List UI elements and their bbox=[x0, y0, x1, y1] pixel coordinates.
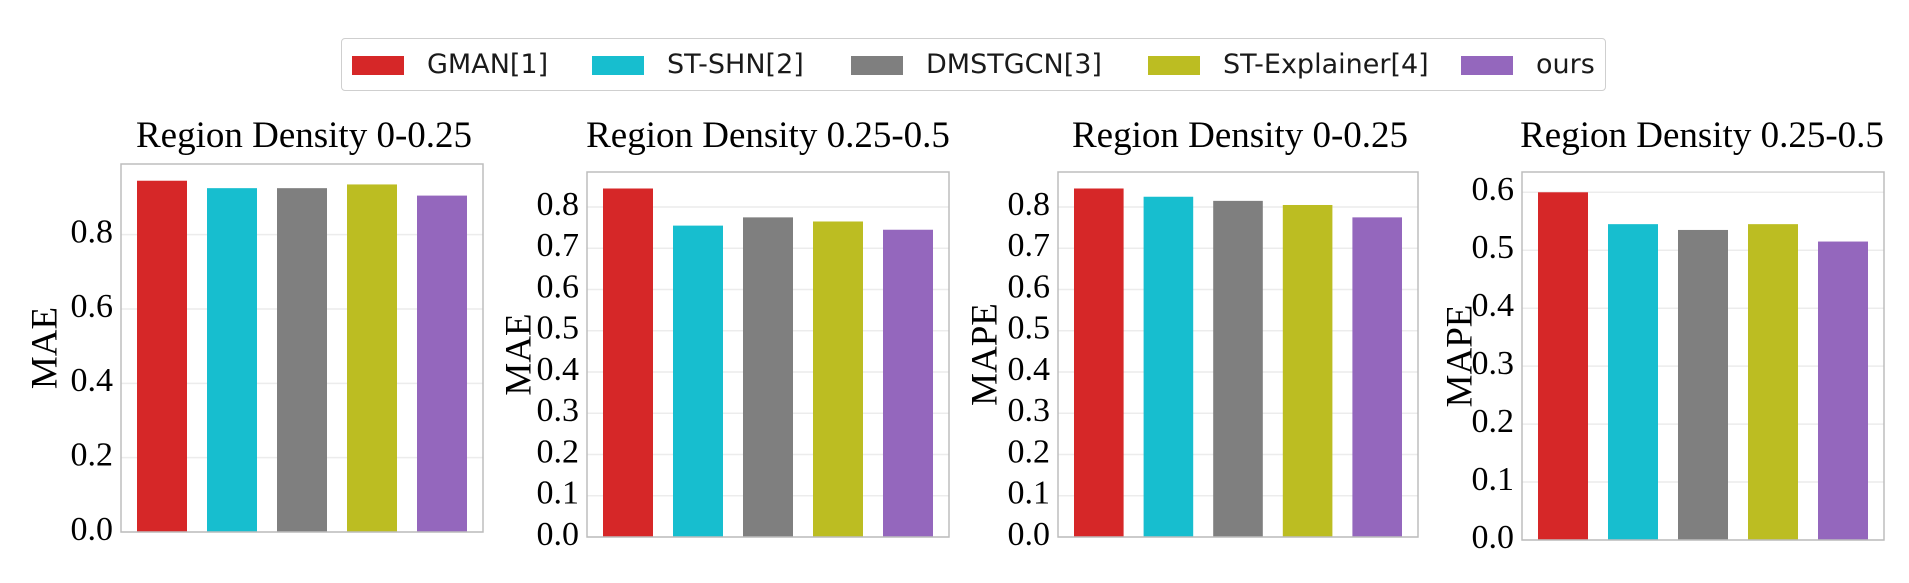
y-tick-label: 0.0 bbox=[71, 511, 114, 548]
y-tick-label: 0.1 bbox=[1008, 475, 1051, 512]
y-tick-label: 0.8 bbox=[537, 186, 580, 223]
bar bbox=[673, 225, 723, 537]
chart-title: Region Density 0.25-0.5 bbox=[586, 115, 950, 156]
bar bbox=[1748, 224, 1798, 541]
bar bbox=[1282, 204, 1333, 537]
y-tick-label: 0.4 bbox=[1008, 351, 1051, 388]
y-tick-label: 0.6 bbox=[537, 268, 580, 305]
plot-frame bbox=[120, 163, 484, 533]
legend-label: ours bbox=[1536, 49, 1595, 80]
legend-swatch bbox=[1461, 56, 1513, 75]
bar bbox=[1352, 217, 1402, 537]
chart-title: Region Density 0-0.25 bbox=[136, 115, 472, 156]
bar bbox=[1074, 188, 1124, 537]
chart-panel: 0.0 0.2 0.4 0.6 0.8 Region Density 0-0.25 MAE bbox=[24, 115, 484, 548]
bar bbox=[1213, 200, 1263, 537]
plot-frame bbox=[1521, 171, 1885, 541]
bar bbox=[883, 229, 933, 537]
legend-swatch bbox=[592, 56, 644, 75]
bar bbox=[1143, 196, 1194, 537]
y-tick-label: 0.8 bbox=[71, 213, 114, 250]
y-axis-label: MAE bbox=[24, 307, 65, 389]
y-tick-label: 0.2 bbox=[1472, 403, 1515, 440]
y-tick-label: 0.5 bbox=[1472, 229, 1515, 266]
bar bbox=[1818, 241, 1868, 540]
chart-title: Region Density 0-0.25 bbox=[1072, 115, 1408, 156]
y-tick-label: 0.6 bbox=[1008, 268, 1051, 305]
legend-swatch bbox=[1148, 56, 1200, 75]
bar bbox=[207, 188, 257, 532]
y-tick-label: 0.7 bbox=[1008, 227, 1051, 264]
bar bbox=[277, 188, 327, 532]
bar bbox=[743, 217, 793, 537]
plot-frame bbox=[586, 171, 950, 538]
plot-frame bbox=[1057, 171, 1419, 538]
bar bbox=[603, 188, 653, 537]
y-tick-label: 0.6 bbox=[71, 288, 114, 325]
y-tick-label: 0.0 bbox=[1008, 516, 1051, 553]
bar bbox=[1538, 192, 1588, 541]
legend-label: GMAN[1] bbox=[427, 49, 549, 80]
bar bbox=[1608, 224, 1658, 541]
legend-swatch bbox=[352, 56, 404, 75]
y-tick-label: 0.7 bbox=[537, 227, 580, 264]
y-tick-label: 0.5 bbox=[537, 310, 580, 347]
y-tick-label: 0.1 bbox=[1472, 461, 1515, 498]
y-tick-label: 0.1 bbox=[537, 475, 580, 512]
y-tick-label: 0.5 bbox=[1008, 310, 1051, 347]
y-tick-label: 0.0 bbox=[537, 516, 580, 553]
legend-swatch bbox=[851, 56, 903, 75]
y-tick-label: 0.2 bbox=[1008, 433, 1051, 470]
bar bbox=[417, 195, 467, 533]
y-tick-label: 0.2 bbox=[537, 433, 580, 470]
bar bbox=[813, 221, 863, 538]
y-tick-label: 0.4 bbox=[71, 362, 114, 399]
y-axis-label: MAPE bbox=[1439, 305, 1480, 408]
y-tick-label: 0.3 bbox=[537, 392, 580, 429]
y-tick-label: 0.0 bbox=[1472, 519, 1515, 556]
bar bbox=[137, 180, 187, 532]
y-tick-label: 0.3 bbox=[1008, 392, 1051, 429]
legend-label: ST-Explainer[4] bbox=[1223, 49, 1429, 80]
legend: GMAN[1] ST-SHN[2] DMSTGCN[3] ST-Explainer[4… bbox=[341, 38, 1606, 91]
chart-title: Region Density 0.25-0.5 bbox=[1520, 115, 1884, 156]
y-tick-label: 0.4 bbox=[537, 351, 580, 388]
y-tick-label: 0.8 bbox=[1008, 186, 1051, 223]
y-axis-label: MAPE bbox=[964, 303, 1005, 406]
y-tick-label: 0.2 bbox=[71, 436, 114, 473]
legend-label: DMSTGCN[3] bbox=[926, 49, 1102, 80]
y-tick-label: 0.4 bbox=[1472, 287, 1515, 324]
y-tick-label: 0.6 bbox=[1472, 171, 1515, 208]
bar bbox=[1678, 229, 1728, 540]
legend-label: ST-SHN[2] bbox=[667, 49, 804, 80]
y-axis-label: MAE bbox=[498, 313, 539, 395]
bar bbox=[347, 184, 397, 532]
y-tick-label: 0.3 bbox=[1472, 345, 1515, 382]
chart-panel: 0.0 0.1 0.2 0.3 0.4 0.5 0.6 0.7 0.8 Region Densit… bbox=[964, 115, 1419, 553]
